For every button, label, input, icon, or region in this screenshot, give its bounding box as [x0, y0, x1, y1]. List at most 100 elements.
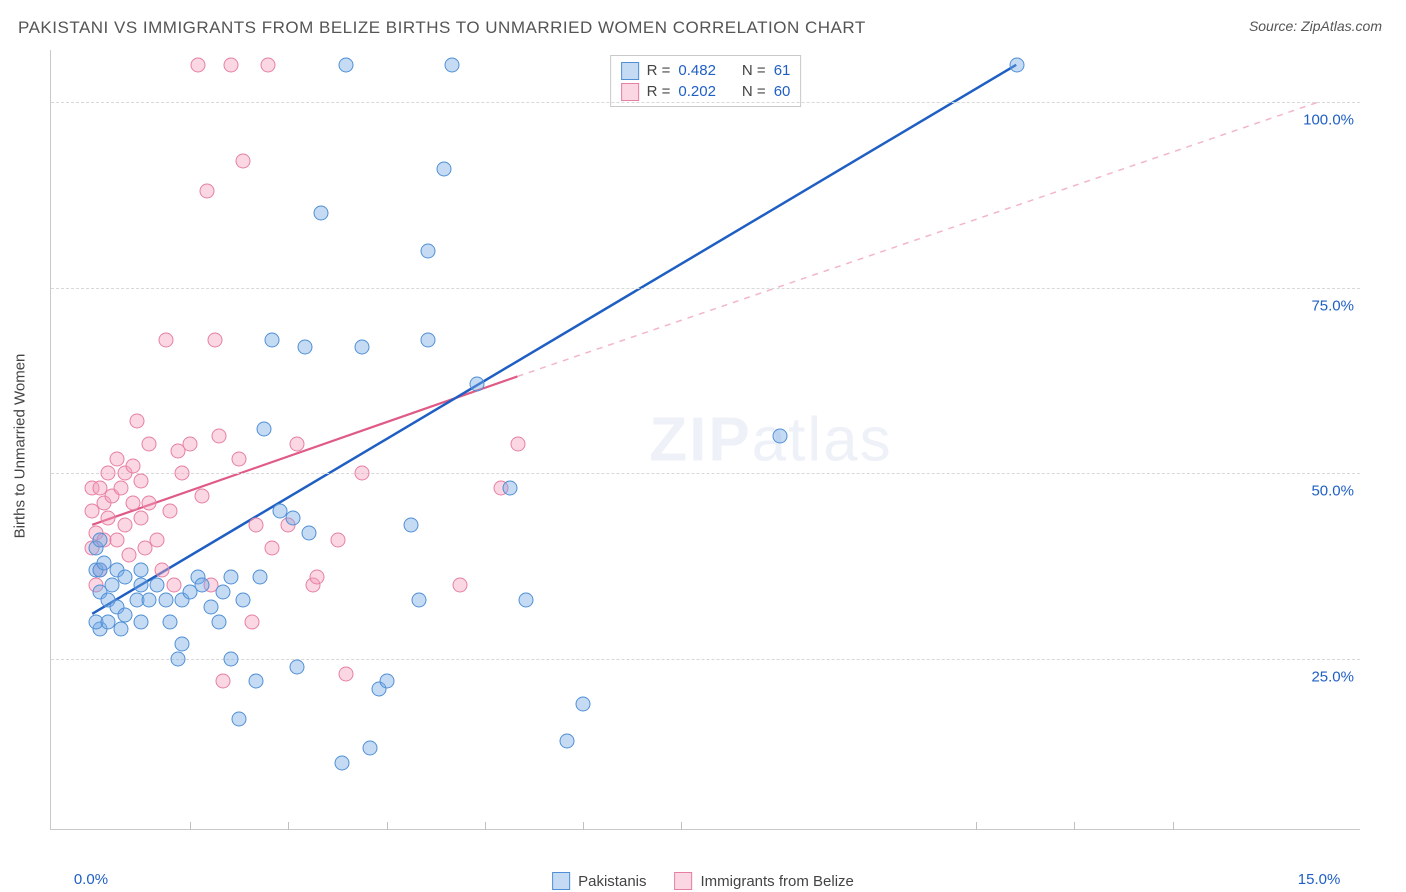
point-pakistani [404, 518, 419, 533]
point-pakistani [256, 421, 271, 436]
legend-label: Immigrants from Belize [701, 873, 854, 890]
stat-r-label: R = [647, 81, 671, 102]
chart-title: PAKISTANI VS IMMIGRANTS FROM BELIZE BIRT… [18, 18, 866, 38]
point-pakistani [502, 481, 517, 496]
point-belize [224, 57, 239, 72]
stat-n-value: 61 [774, 60, 791, 81]
point-pakistani [232, 711, 247, 726]
point-pakistani [134, 577, 149, 592]
stat-r-value: 0.482 [678, 60, 716, 81]
y-axis-title: Births to Unmarried Women [12, 354, 29, 539]
point-belize [166, 577, 181, 592]
point-pakistani [252, 570, 267, 585]
x-tick-label: 15.0% [1298, 871, 1341, 888]
x-tick-mark [583, 822, 584, 830]
x-tick-mark [681, 822, 682, 830]
point-pakistani [297, 340, 312, 355]
x-tick-mark [1074, 822, 1075, 830]
point-belize [175, 466, 190, 481]
point-pakistani [203, 600, 218, 615]
point-pakistani [162, 615, 177, 630]
point-pakistani [134, 563, 149, 578]
legend-swatch-icon [552, 872, 570, 890]
stat-n-label: N = [742, 81, 766, 102]
gridline-h [51, 659, 1360, 660]
point-pakistani [559, 733, 574, 748]
point-pakistani [445, 57, 460, 72]
point-belize [215, 674, 230, 689]
point-belize [191, 57, 206, 72]
point-belize [355, 466, 370, 481]
point-pakistani [772, 429, 787, 444]
point-pakistani [412, 592, 427, 607]
point-belize [199, 184, 214, 199]
stat-n-label: N = [742, 60, 766, 81]
point-belize [109, 533, 124, 548]
point-belize [158, 332, 173, 347]
watermark: ZIPatlas [649, 404, 892, 475]
point-belize [510, 436, 525, 451]
point-belize [121, 548, 136, 563]
point-belize [211, 429, 226, 444]
point-belize [232, 451, 247, 466]
point-pakistani [314, 206, 329, 221]
gridline-h [51, 102, 1360, 103]
legend-item: Pakistanis [552, 872, 646, 890]
point-belize [134, 473, 149, 488]
point-belize [248, 518, 263, 533]
point-pakistani [285, 511, 300, 526]
point-pakistani [518, 592, 533, 607]
point-pakistani [420, 332, 435, 347]
point-belize [101, 511, 116, 526]
point-pakistani [363, 741, 378, 756]
point-pakistani [175, 637, 190, 652]
x-tick-mark [976, 822, 977, 830]
x-tick-mark [387, 822, 388, 830]
y-tick-label: 50.0% [1311, 483, 1354, 500]
point-pakistani [142, 592, 157, 607]
point-pakistani [248, 674, 263, 689]
point-pakistani [224, 570, 239, 585]
point-pakistani [420, 243, 435, 258]
point-pakistani [150, 577, 165, 592]
point-belize [150, 533, 165, 548]
point-pakistani [379, 674, 394, 689]
x-tick-mark [485, 822, 486, 830]
stat-legend-box: R =0.482N = 61R =0.202N = 60 [610, 55, 802, 107]
point-pakistani [1010, 57, 1025, 72]
point-pakistani [170, 652, 185, 667]
point-pakistani [117, 607, 132, 622]
point-belize [129, 414, 144, 429]
point-pakistani [224, 652, 239, 667]
point-belize [113, 481, 128, 496]
y-tick-label: 75.0% [1311, 297, 1354, 314]
point-belize [154, 563, 169, 578]
point-pakistani [236, 592, 251, 607]
point-pakistani [195, 577, 210, 592]
point-belize [125, 496, 140, 511]
gridline-h [51, 288, 1360, 289]
point-pakistani [93, 533, 108, 548]
point-belize [101, 466, 116, 481]
point-belize [142, 496, 157, 511]
point-pakistani [117, 570, 132, 585]
point-belize [260, 57, 275, 72]
source-label: Source: ZipAtlas.com [1249, 18, 1382, 34]
chart-container: PAKISTANI VS IMMIGRANTS FROM BELIZE BIRT… [0, 0, 1406, 892]
point-belize [125, 459, 140, 474]
point-pakistani [215, 585, 230, 600]
point-pakistani [301, 525, 316, 540]
point-belize [338, 667, 353, 682]
x-tick-label: 0.0% [74, 871, 108, 888]
point-belize [236, 154, 251, 169]
x-tick-mark [288, 822, 289, 830]
legend-bottom: Pakistanis Immigrants from Belize [552, 872, 854, 890]
point-pakistani [437, 161, 452, 176]
stat-row: R = 0.482 N = 61 [621, 60, 791, 81]
stat-r-label: R = [647, 60, 671, 81]
y-tick-label: 100.0% [1303, 112, 1354, 129]
point-belize [134, 511, 149, 526]
point-pakistani [113, 622, 128, 637]
point-pakistani [211, 615, 226, 630]
legend-item: Immigrants from Belize [675, 872, 854, 890]
